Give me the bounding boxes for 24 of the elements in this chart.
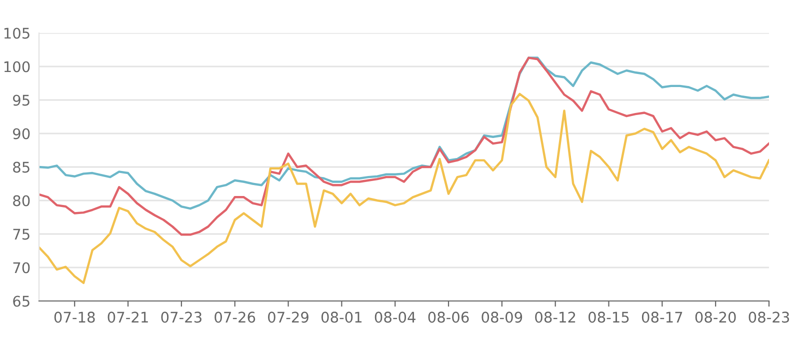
y-tick-label: 65 (13, 296, 30, 307)
x-tick-label: 07-18 (54, 312, 95, 323)
y-tick-label: 75 (13, 228, 30, 240)
x-tick-label: 08-12 (535, 312, 576, 323)
y-tick-label: 70 (13, 262, 30, 274)
y-tick-label: 90 (13, 128, 30, 140)
y-tick-label: 95 (13, 94, 30, 106)
x-tick-label: 07-29 (268, 312, 308, 323)
x-tick-label: 08-17 (642, 312, 682, 323)
x-tick-label: 08-04 (374, 312, 416, 323)
y-tick-label: 105 (4, 28, 30, 39)
x-tick-label: 08-01 (321, 312, 362, 323)
x-tick-label: 08-09 (482, 312, 522, 323)
x-tick-label: 08-15 (588, 312, 629, 323)
x-tick-label: 07-21 (108, 312, 148, 323)
x-tick-label: 08-06 (428, 312, 469, 323)
line-series (39, 92, 769, 284)
x-tick-label: 08-23 (748, 312, 790, 323)
x-tick-label: 07-26 (214, 312, 256, 323)
y-tick-label: 100 (4, 61, 30, 72)
x-tick-label: 08-20 (695, 312, 736, 323)
y-tick-label: 85 (13, 162, 30, 173)
x-tick-label: 07-23 (161, 312, 202, 323)
y-tick-label: 80 (13, 195, 30, 206)
